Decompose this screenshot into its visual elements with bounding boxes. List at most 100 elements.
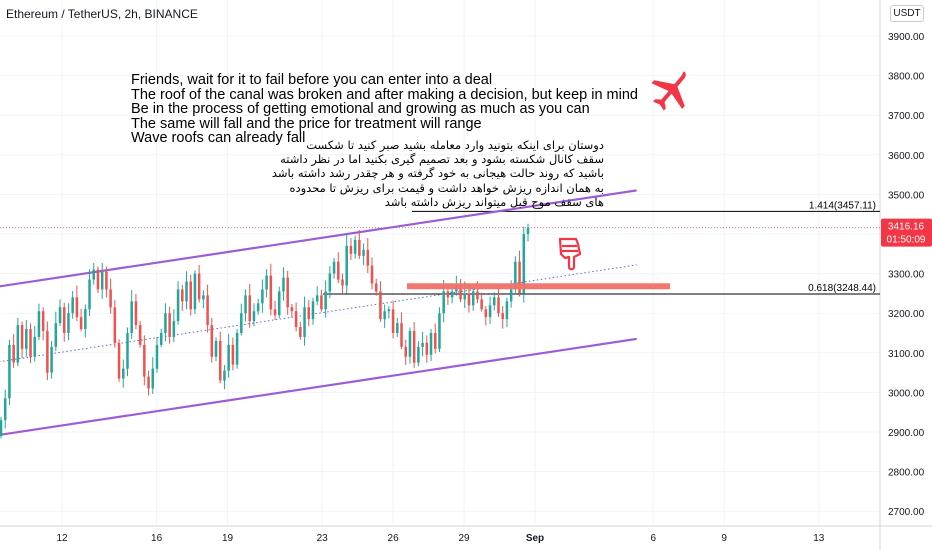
- candle: [349, 245, 353, 254]
- candle: [130, 301, 133, 333]
- candle: [46, 331, 49, 373]
- candle: [505, 301, 509, 320]
- persian-line: باشید که روند حالت هیجانی به خود گرفته و…: [271, 166, 604, 181]
- candle: [387, 309, 391, 312]
- candle: [358, 239, 361, 256]
- candle: [181, 289, 184, 302]
- candle: [54, 323, 58, 347]
- airplane-icon[interactable]: [646, 66, 698, 114]
- candle: [134, 301, 138, 326]
- candle: [62, 307, 66, 333]
- symbol-title[interactable]: Ethereum / TetherUS, 2h, BINANCE: [6, 7, 198, 21]
- grid: [0, 0, 880, 526]
- candle: [526, 227, 530, 234]
- fib-level-label: 1.414(3457.11): [809, 200, 876, 211]
- candle: [450, 291, 454, 298]
- x-tick-label: 13: [813, 533, 825, 544]
- candle: [269, 275, 273, 310]
- candle: [337, 261, 340, 280]
- candle: [109, 289, 112, 308]
- candle: [218, 340, 222, 381]
- candle: [172, 321, 176, 337]
- candle: [522, 234, 526, 294]
- candle: [67, 313, 70, 333]
- candle: [197, 273, 201, 300]
- x-tick-label: 29: [458, 533, 470, 544]
- candle: [383, 311, 386, 320]
- candle: [143, 344, 146, 377]
- candle: [244, 295, 247, 314]
- candle: [404, 346, 408, 357]
- candle: [231, 344, 235, 365]
- candle: [379, 291, 382, 320]
- x-tick-label: 12: [56, 533, 68, 544]
- english-line: Be in the process of getting emotional a…: [131, 101, 590, 118]
- channel-mid-line: [0, 264, 637, 363]
- candle: [176, 289, 180, 322]
- candle: [261, 289, 264, 304]
- candle: [421, 342, 424, 347]
- candle: [84, 309, 87, 330]
- y-tick-label: 2900.00: [888, 428, 925, 439]
- candle: [341, 279, 344, 286]
- candle: [501, 313, 504, 320]
- candle: [168, 313, 171, 337]
- candle: [202, 295, 205, 300]
- candle: [467, 293, 471, 306]
- candle: [471, 291, 475, 306]
- candle: [155, 344, 159, 369]
- channel-lower-line: [0, 337, 637, 436]
- candle: [282, 277, 285, 292]
- pointing-down-hand-icon[interactable]: [556, 236, 584, 272]
- candle: [332, 261, 336, 274]
- candle: [223, 370, 226, 381]
- y-tick-label: 3100.00: [888, 349, 925, 360]
- candle: [290, 307, 294, 312]
- candle: [193, 273, 197, 310]
- candle: [286, 277, 289, 308]
- y-tick-label: 3500.00: [888, 190, 925, 201]
- candle: [37, 311, 41, 337]
- candle: [315, 295, 319, 302]
- candle: [446, 291, 450, 298]
- candle: [476, 291, 479, 300]
- candle: [214, 340, 218, 357]
- candle: [311, 301, 315, 320]
- candle: [29, 329, 32, 357]
- candle: [514, 261, 517, 290]
- y-tick-label: 3200.00: [888, 309, 925, 320]
- candle: [159, 333, 163, 345]
- candle: [497, 297, 500, 314]
- candle: [362, 249, 365, 256]
- candle: [294, 311, 298, 328]
- candle: [488, 305, 492, 318]
- candle: [493, 297, 496, 306]
- candle: [92, 269, 96, 280]
- candle: [433, 333, 437, 349]
- candle: [429, 333, 433, 355]
- y-tick-label: 3300.00: [888, 270, 925, 281]
- candle: [518, 261, 521, 294]
- x-tick-label: 23: [317, 533, 329, 544]
- candle: [164, 313, 167, 333]
- candle: [509, 289, 513, 302]
- currency-badge[interactable]: USDT: [890, 5, 924, 22]
- resistance-zone: [407, 283, 670, 290]
- candle: [117, 342, 121, 379]
- candle: [235, 333, 239, 365]
- candle: [88, 279, 91, 310]
- candle: [273, 309, 277, 316]
- candle: [79, 317, 83, 330]
- candle: [25, 329, 28, 349]
- y-tick-label: 3700.00: [888, 111, 925, 122]
- candle: [20, 325, 24, 349]
- persian-line: سقف کانال شکسته بشود و بعد تصمیم گیری بک…: [280, 152, 604, 167]
- channel-upper-line: [0, 189, 637, 288]
- candle: [303, 307, 306, 337]
- candle: [105, 271, 108, 290]
- candle: [425, 342, 429, 355]
- candle: [126, 333, 129, 369]
- x-tick-label: 6: [650, 533, 656, 544]
- x-tick-label: 19: [222, 533, 234, 544]
